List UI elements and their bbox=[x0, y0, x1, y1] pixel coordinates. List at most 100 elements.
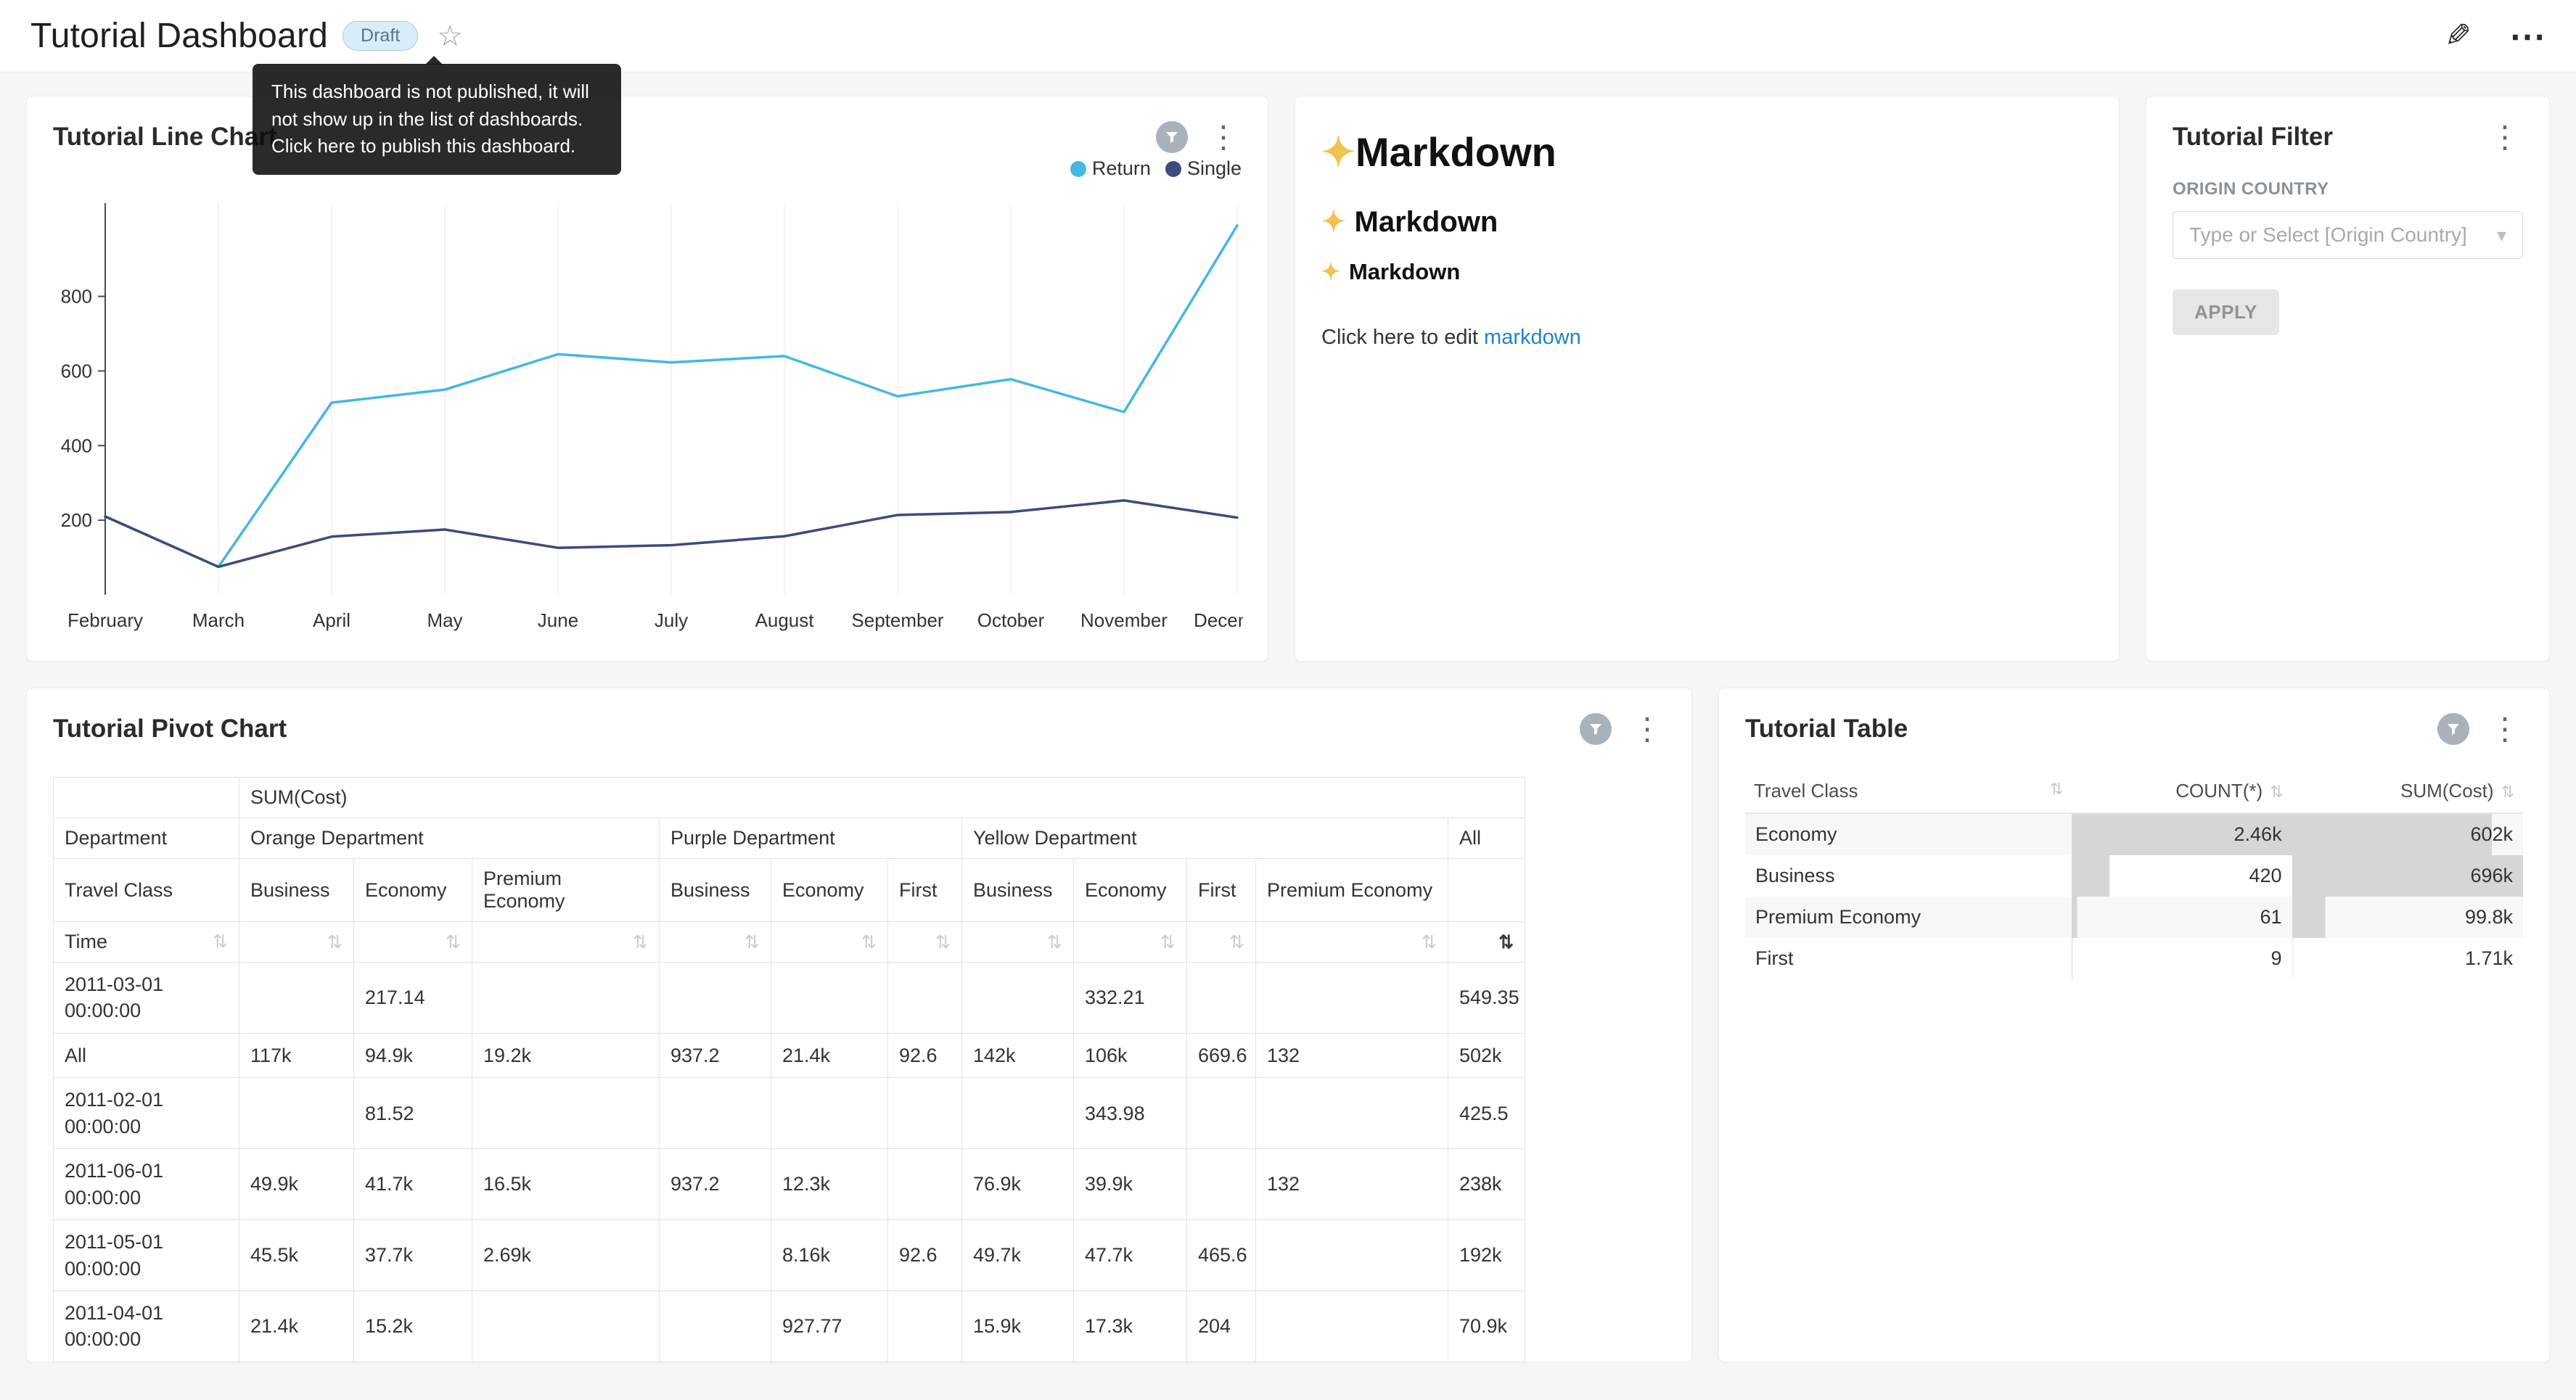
filter-icon[interactable] bbox=[1580, 713, 1612, 745]
more-menu-icon[interactable]: ⋯ bbox=[2509, 29, 2546, 44]
svg-text:November: November bbox=[1080, 609, 1168, 631]
pivot-row: 2011-03-01 00:00:00217.14332.21549.35 bbox=[54, 963, 1525, 1034]
pivot-row-label: 2011-05-01 00:00:00 bbox=[54, 1220, 239, 1291]
pivot-cell: 16.5k bbox=[472, 1149, 660, 1220]
sort-icon[interactable]: ⇅ bbox=[935, 931, 951, 953]
svg-text:July: July bbox=[655, 609, 688, 631]
sort-icon[interactable]: ⇅ bbox=[213, 931, 228, 952]
pivot-measure-row: SUM(Cost) bbox=[54, 778, 1525, 818]
sort-icon[interactable]: ⇅ bbox=[446, 931, 461, 953]
class-header: Economy bbox=[771, 859, 888, 922]
pivot-cell bbox=[1187, 1078, 1256, 1149]
origin-country-select[interactable]: Type or Select [Origin Country] ▾ bbox=[2173, 211, 2523, 259]
pivot-cell: 17.3k bbox=[1074, 1290, 1187, 1362]
pivot-cell: 37.7k bbox=[354, 1220, 472, 1291]
filter-title: Tutorial Filter bbox=[2173, 123, 2333, 152]
apply-button[interactable]: APPLY bbox=[2173, 289, 2279, 335]
sum-cell: 696k bbox=[2292, 855, 2523, 897]
pivot-cell: 94.9k bbox=[354, 1033, 472, 1077]
pivot-cell: 937.2 bbox=[660, 1149, 771, 1220]
pivot-cell: 106k bbox=[1074, 1033, 1187, 1077]
markdown-heading-3: ✦Markdown bbox=[1321, 259, 2093, 285]
pivot-cell: 15.9k bbox=[962, 1290, 1074, 1362]
legend-dot bbox=[1165, 161, 1181, 177]
sort-icon[interactable]: ⇅ bbox=[1047, 931, 1062, 953]
dashboard-row-2: Tutorial Pivot Chart ⋮ SUM(Cost)Departme… bbox=[26, 688, 2550, 1362]
column-header-travel-class[interactable]: Travel Class⇅ bbox=[1745, 770, 2072, 813]
favorite-star-icon[interactable]: ☆ bbox=[437, 22, 463, 51]
class-header: First bbox=[888, 859, 962, 922]
svg-text:May: May bbox=[427, 609, 462, 631]
class-header: Economy bbox=[1074, 859, 1187, 922]
legend-item[interactable]: Single bbox=[1165, 157, 1242, 180]
sort-icon[interactable]: ⇅ bbox=[1498, 931, 1514, 953]
pivot-cell bbox=[660, 1220, 771, 1291]
pivot-cell: 21.4k bbox=[771, 1033, 888, 1077]
unpublished-tooltip: This dashboard is not published, it will… bbox=[253, 64, 621, 175]
svg-text:February: February bbox=[67, 609, 143, 631]
pivot-cell bbox=[660, 963, 771, 1034]
pivot-row-label: 2011-02-01 00:00:00 bbox=[54, 1078, 239, 1149]
markdown-edit-link[interactable]: markdown bbox=[1484, 326, 1581, 349]
draft-badge[interactable]: Draft bbox=[342, 21, 418, 51]
kebab-menu-icon[interactable]: ⋮ bbox=[1205, 122, 1242, 152]
filter-icon[interactable] bbox=[1156, 121, 1188, 153]
chevron-down-icon: ▾ bbox=[2497, 224, 2506, 247]
svg-text:600: 600 bbox=[61, 360, 92, 382]
pivot-title: Tutorial Pivot Chart bbox=[53, 715, 287, 744]
svg-text:December: December bbox=[1194, 609, 1243, 631]
sort-icon[interactable]: ⇅ bbox=[861, 931, 877, 953]
pivot-row-label: 2011-03-01 00:00:00 bbox=[54, 963, 239, 1034]
pivot-cell bbox=[1187, 963, 1256, 1034]
card-header: Tutorial Line Chart ⋮ bbox=[53, 118, 1242, 156]
sort-icon[interactable]: ⇅ bbox=[1229, 931, 1244, 953]
class-header: Economy bbox=[354, 859, 472, 922]
sort-icon[interactable]: ⇅ bbox=[633, 931, 648, 953]
dashboard-row-1: Tutorial Line Chart ⋮ ReturnSingle 20040… bbox=[26, 96, 2550, 662]
pivot-cell: 2.69k bbox=[472, 1220, 660, 1291]
edit-pencil-icon[interactable]: ✎ bbox=[2445, 17, 2472, 54]
pivot-row: All117k94.9k19.2k937.221.4k92.6142k106k6… bbox=[54, 1033, 1525, 1077]
svg-text:September: September bbox=[851, 609, 944, 631]
sort-icon[interactable]: ⇅ bbox=[1160, 931, 1176, 953]
column-header-count[interactable]: COUNT(*)⇅ bbox=[2072, 770, 2292, 813]
svg-text:October: October bbox=[977, 609, 1045, 631]
dashboard-header: Tutorial Dashboard Draft ☆ ✎ ⋯ bbox=[0, 0, 2576, 73]
pivot-cell: 217.14 bbox=[354, 963, 472, 1034]
department-header: Yellow Department bbox=[962, 818, 1448, 859]
pivot-cell: 502k bbox=[1448, 1033, 1525, 1077]
sort-icon: ⇅ bbox=[2501, 783, 2514, 801]
sort-icon: ⇅ bbox=[2270, 783, 2283, 801]
pivot-row: 2011-06-01 00:00:0049.9k41.7k16.5k937.21… bbox=[54, 1149, 1525, 1220]
sort-icon[interactable]: ⇅ bbox=[745, 931, 760, 953]
kebab-menu-icon[interactable]: ⋮ bbox=[2487, 714, 2523, 744]
svg-text:April: April bbox=[313, 609, 350, 631]
table-row: Economy 2.46k 602k bbox=[1745, 813, 2523, 855]
column-header-sum[interactable]: SUM(Cost)⇅ bbox=[2292, 770, 2523, 813]
kebab-menu-icon[interactable]: ⋮ bbox=[2487, 122, 2523, 152]
pivot-cell: 47.7k bbox=[1074, 1220, 1187, 1291]
kebab-menu-icon[interactable]: ⋮ bbox=[1629, 714, 1665, 744]
pivot-cell: 92.6 bbox=[888, 1033, 962, 1077]
class-header: Business bbox=[239, 859, 354, 922]
card-tutorial-table: Tutorial Table ⋮ Travel Class⇅ COUNT(*)⇅… bbox=[1718, 688, 2550, 1362]
sort-icon[interactable]: ⇅ bbox=[327, 931, 342, 953]
card-tutorial-line-chart: Tutorial Line Chart ⋮ ReturnSingle 20040… bbox=[26, 96, 1268, 662]
filter-icon[interactable] bbox=[2437, 713, 2469, 745]
count-cell: 61 bbox=[2072, 897, 2292, 938]
class-header: Business bbox=[962, 859, 1074, 922]
sum-cell: 602k bbox=[2292, 813, 2523, 855]
pivot-cell: 238k bbox=[1448, 1149, 1525, 1220]
pivot-cell: 669.6 bbox=[1187, 1033, 1256, 1077]
sparkles-icon: ✦ bbox=[1321, 206, 1346, 238]
pivot-cell: 117k bbox=[239, 1033, 354, 1077]
legend-item[interactable]: Return bbox=[1070, 157, 1151, 180]
count-cell: 9 bbox=[2072, 938, 2292, 979]
all-header: All bbox=[1448, 818, 1525, 859]
svg-text:800: 800 bbox=[61, 286, 92, 308]
pivot-cell bbox=[771, 963, 888, 1034]
svg-text:200: 200 bbox=[61, 509, 92, 531]
pivot-cell: 49.7k bbox=[962, 1220, 1074, 1291]
sort-icon[interactable]: ⇅ bbox=[1422, 931, 1437, 953]
select-placeholder: Type or Select [Origin Country] bbox=[2189, 223, 2490, 247]
